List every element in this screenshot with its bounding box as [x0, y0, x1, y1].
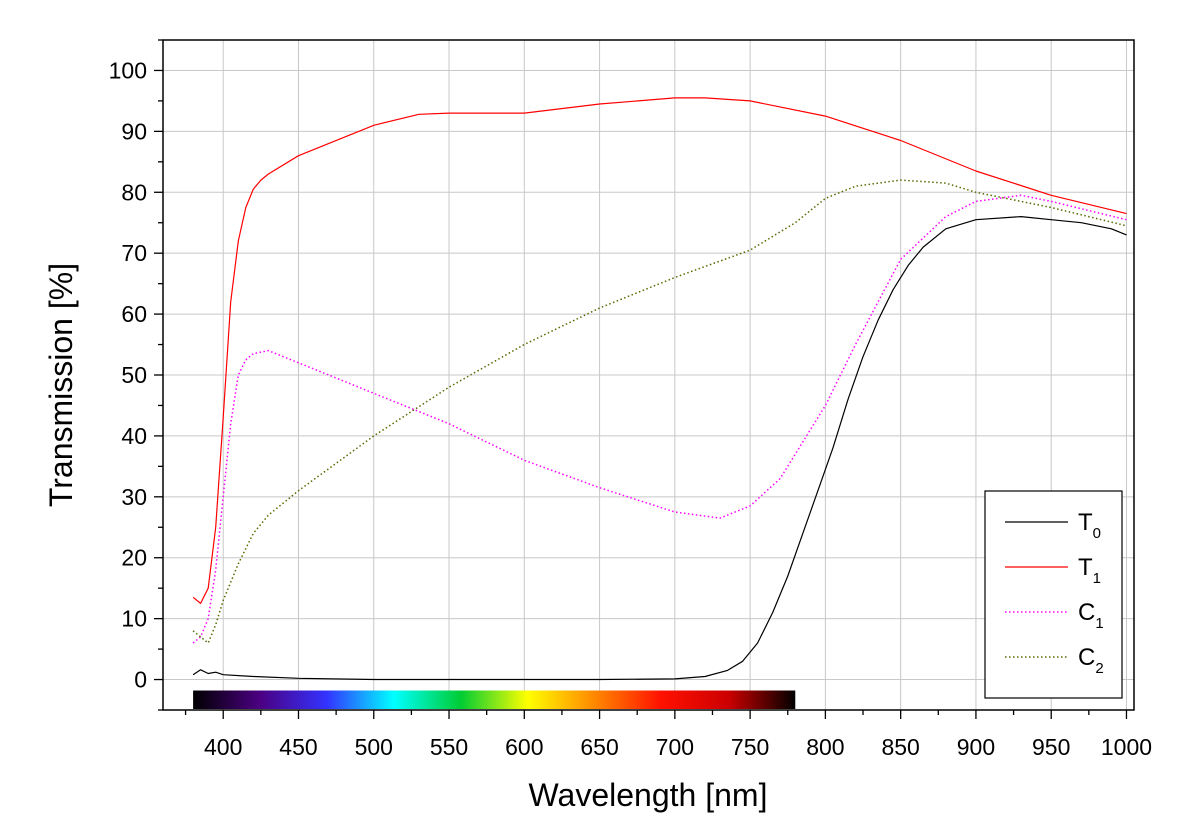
y-tick-label: 90: [121, 118, 147, 144]
y-tick-label: 20: [121, 545, 147, 571]
x-tick-label: 600: [505, 734, 543, 760]
x-tick-label: 900: [957, 734, 995, 760]
data-series: [192, 97, 1127, 681]
legend-label: T1: [1078, 554, 1101, 587]
x-tick-label: 650: [580, 734, 618, 760]
legend-label: C2: [1078, 644, 1104, 677]
spectrum-gradient: [193, 690, 796, 709]
x-tick-label: 700: [656, 734, 694, 760]
x-tick-label: 550: [430, 734, 468, 760]
y-tick-label: 0: [134, 667, 147, 693]
y-axis-title: Transmission [%]: [43, 263, 79, 507]
series-line-t1: [192, 97, 1127, 604]
x-tick-label: 500: [355, 734, 393, 760]
spectrum-bar: [193, 690, 796, 709]
y-tick-label: 50: [121, 362, 147, 388]
x-tick-label: 750: [731, 734, 769, 760]
y-tick-label: 60: [121, 301, 147, 327]
legend-label: T0: [1078, 509, 1101, 542]
x-tick-label: 450: [279, 734, 317, 760]
y-axis: 0 10 20 30 40 50 60 70 80 90 100: [109, 39, 163, 711]
x-tick-label: 800: [806, 734, 844, 760]
series-line-t0: [192, 216, 1127, 681]
y-tick-label: 100: [109, 57, 147, 83]
legend-label: C1: [1078, 599, 1104, 632]
series-line-c1: [192, 194, 1127, 644]
legend: T0 T1 C1 C2: [984, 490, 1123, 699]
series-line-c2: [192, 179, 1127, 644]
y-tick-label: 40: [121, 423, 147, 449]
x-axis-title: Wavelength [nm]: [529, 777, 768, 813]
y-tick-label: 70: [121, 240, 147, 266]
x-axis: 400 450 500 550 600 650 700 750 800 850 900 950 1000: [184, 710, 1152, 760]
x-tick-label: 950: [1032, 734, 1070, 760]
y-tick-label: 30: [121, 484, 147, 510]
legend-box: [984, 490, 1123, 699]
x-tick-label: 1000: [1101, 734, 1152, 760]
x-tick-label: 400: [204, 734, 242, 760]
x-tick-label: 850: [881, 734, 919, 760]
grid-lines: [163, 40, 1134, 710]
y-tick-label: 10: [121, 606, 147, 632]
y-tick-label: 80: [121, 179, 147, 205]
